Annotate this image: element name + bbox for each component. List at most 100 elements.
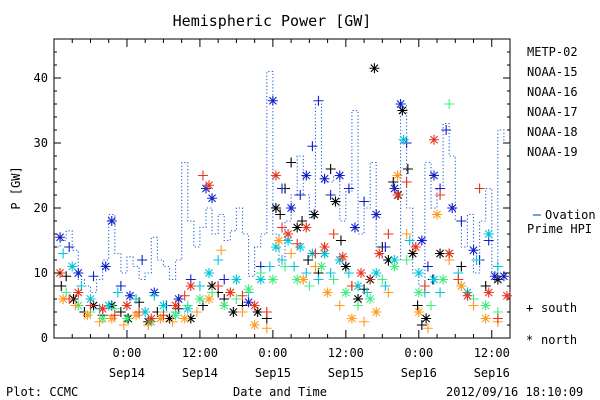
south-point-marker (303, 255, 314, 265)
north-point-marker (413, 268, 424, 278)
south-point-marker (416, 320, 427, 330)
x-axis: 0:00 Sep14 12:00 Sep14 0:00 Sep15 12:00 Sep15 0:… (71, 39, 510, 380)
north-point-marker (444, 248, 455, 259)
north-point-marker (501, 290, 512, 301)
x-tick-date-label: Sep14 (182, 366, 218, 380)
north-point-marker (67, 261, 78, 272)
south-point-marker (335, 235, 346, 246)
north-point-marker (228, 307, 239, 317)
north-point-marker (353, 294, 363, 304)
north-point-marker (255, 274, 266, 285)
north-point-marker (106, 313, 117, 324)
north-point-marker (273, 235, 284, 246)
south-point-marker (88, 271, 99, 282)
south-point-marker (286, 157, 297, 168)
north-point-marker (158, 300, 169, 311)
north-point-marker (334, 170, 345, 181)
north-point-marker (121, 300, 132, 311)
legend-series-label: METP-02 (527, 45, 578, 59)
north-point-marker (435, 248, 446, 259)
x-axis-label: Date and Time (233, 385, 327, 399)
south-point-marker (112, 287, 123, 298)
north-point-marker (371, 209, 382, 220)
north-point-marker (194, 294, 205, 304)
north-point-marker (103, 300, 114, 311)
north-point-marker (204, 294, 215, 304)
south-point-marker (85, 300, 96, 311)
north-point-marker (283, 235, 294, 246)
north-point-marker (392, 170, 403, 181)
x-tick-date-label: Sep15 (255, 366, 291, 380)
north-point-marker (389, 255, 400, 265)
south-point-marker (456, 216, 467, 226)
south-point-marker (310, 248, 321, 259)
south-point-marker (277, 222, 287, 233)
south-point-marker (343, 183, 354, 194)
north-point-marker (249, 320, 260, 330)
chart-title: Hemispheric Power [GW] (173, 12, 372, 30)
north-point-marker (155, 313, 166, 324)
legend-model-label-line2: Prime HPI (527, 222, 592, 236)
y-axis-label: P [GW] (9, 166, 23, 209)
north-point-marker (340, 287, 351, 298)
north-point-marker (106, 216, 117, 226)
south-point-marker (468, 300, 479, 311)
north-point-marker (82, 310, 93, 321)
north-point-marker (322, 287, 333, 298)
south-point-marker (131, 294, 142, 304)
south-point-marker (492, 261, 503, 272)
south-point-marker (134, 307, 145, 317)
south-point-marker (277, 255, 287, 265)
north-point-marker (346, 313, 357, 324)
south-point-marker (216, 245, 227, 256)
south-point-marker (213, 281, 224, 291)
north-point-marker (447, 203, 458, 213)
series-noaa-17 (61, 99, 503, 327)
north-point-marker (456, 281, 467, 291)
x-tick-date-label: Sep16 (474, 366, 510, 380)
x-tick-time-label: 0:00 (113, 346, 142, 360)
north-point-marker (410, 242, 421, 252)
north-point-marker (498, 271, 509, 282)
north-point-marker (397, 105, 408, 116)
south-point-marker (359, 196, 370, 207)
south-point-marker (56, 281, 67, 291)
south-point-marker (353, 300, 363, 311)
south-point-marker (401, 177, 412, 187)
north-point-marker (170, 310, 181, 321)
north-point-marker (267, 95, 278, 106)
north-point-marker (365, 294, 376, 304)
legend-series-label: NOAA-19 (527, 145, 578, 159)
south-point-marker (444, 99, 455, 109)
north-point-marker (286, 203, 297, 213)
south-point-marker (70, 300, 81, 311)
south-point-marker (346, 281, 357, 291)
south-point-marker (295, 190, 306, 200)
x-tick-date-label: Sep14 (109, 366, 145, 380)
north-point-marker (389, 261, 400, 272)
north-point-marker (413, 287, 424, 298)
south-point-marker (264, 261, 275, 272)
legend-series-label: NOAA-15 (527, 65, 578, 79)
south-point-marker (64, 242, 75, 252)
south-point-marker (194, 281, 205, 291)
south-point-marker (334, 300, 345, 311)
south-point-marker (213, 255, 224, 265)
south-point-marker (388, 177, 399, 187)
north-point-marker (225, 287, 236, 298)
south-point-marker (401, 255, 412, 265)
north-point-marker (395, 99, 406, 109)
south-point-marker (456, 261, 467, 272)
south-point-marker (219, 274, 230, 285)
south-point-marker (158, 310, 169, 321)
north-point-marker (207, 193, 218, 204)
south-point-marker (182, 300, 193, 311)
south-point-marker (474, 183, 485, 194)
north-point-marker (429, 134, 439, 145)
north-point-marker (292, 274, 303, 285)
south-point-marker (313, 274, 324, 285)
south-point-marker (261, 307, 272, 317)
north-point-marker (432, 209, 443, 220)
south-point-marker (255, 268, 266, 278)
north-point-marker (252, 307, 263, 317)
